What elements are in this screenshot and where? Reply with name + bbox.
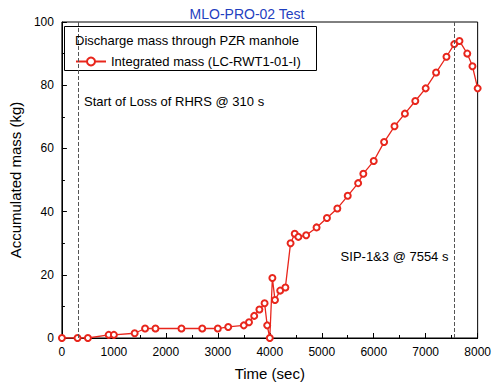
svg-text:8000: 8000 [464, 345, 491, 359]
svg-text:Discharge mass through PZR man: Discharge mass through PZR manhole [75, 33, 299, 48]
svg-text:Integrated mass (LC-RWT1-01-I): Integrated mass (LC-RWT1-01-I) [111, 54, 301, 69]
svg-text:1000: 1000 [101, 345, 128, 359]
svg-text:100: 100 [34, 15, 54, 29]
svg-text:Time (sec): Time (sec) [235, 365, 305, 382]
svg-text:3000: 3000 [204, 345, 231, 359]
svg-text:SIP-1&3 @ 7554 s: SIP-1&3 @ 7554 s [341, 249, 449, 264]
svg-text:4000: 4000 [256, 345, 283, 359]
svg-text:2000: 2000 [153, 345, 180, 359]
svg-text:Accumulated mass (kg): Accumulated mass (kg) [7, 102, 24, 259]
svg-text:80: 80 [41, 78, 55, 92]
svg-text:0: 0 [59, 345, 66, 359]
svg-text:MLO-PRO-02 Test: MLO-PRO-02 Test [190, 6, 305, 22]
svg-text:40: 40 [41, 205, 55, 219]
svg-text:6000: 6000 [360, 345, 387, 359]
svg-text:60: 60 [41, 141, 55, 155]
svg-text:20: 20 [41, 268, 55, 282]
svg-text:5000: 5000 [308, 345, 335, 359]
svg-text:0: 0 [47, 331, 54, 345]
svg-text:Start of Loss of RHRS @ 310 s: Start of Loss of RHRS @ 310 s [84, 94, 265, 109]
svg-text:7000: 7000 [412, 345, 439, 359]
